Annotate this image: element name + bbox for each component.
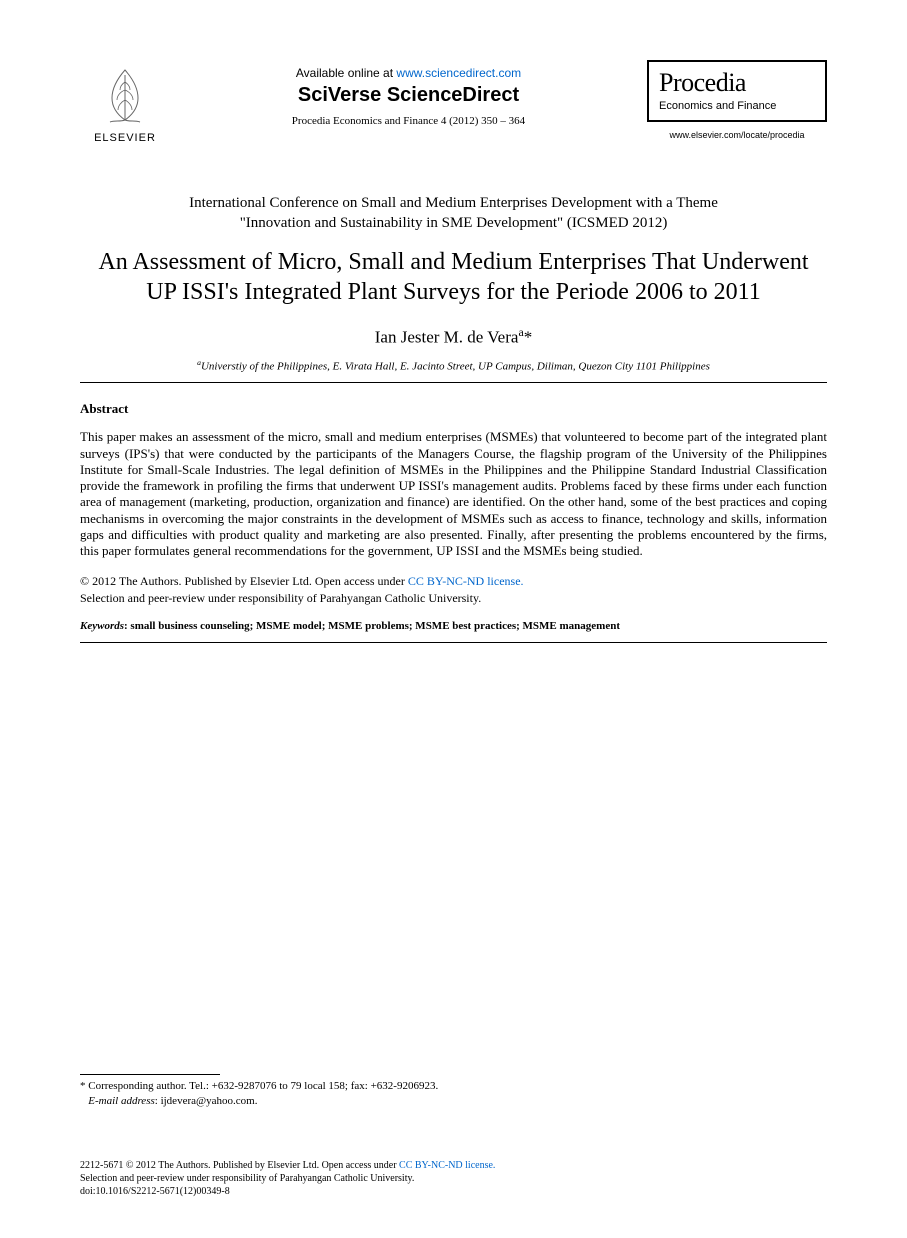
license-link[interactable]: CC BY-NC-ND license.	[408, 574, 524, 588]
page-footer: 2212-5671 © 2012 The Authors. Published …	[80, 1159, 827, 1198]
procedia-title: Procedia	[659, 68, 815, 98]
procedia-subtitle: Economics and Finance	[659, 100, 815, 112]
center-header: Available online at www.sciencedirect.co…	[170, 60, 647, 127]
procedia-box: Procedia Economics and Finance	[647, 60, 827, 122]
procedia-block: Procedia Economics and Finance www.elsev…	[647, 60, 827, 140]
affiliation-line: aUniverstiy of the Philippines, E. Virat…	[80, 358, 827, 373]
elsevier-label: ELSEVIER	[94, 132, 156, 144]
rule-above-abstract	[80, 382, 827, 383]
author-line: Ian Jester M. de Veraa*	[80, 325, 827, 348]
sciencedirect-url-link[interactable]: www.sciencedirect.com	[396, 66, 521, 80]
footer-license-link[interactable]: CC BY-NC-ND license.	[399, 1160, 495, 1171]
sciverse-text: SciVerse	[298, 84, 387, 106]
copyright-block: © 2012 The Authors. Published by Elsevie…	[80, 573, 827, 605]
sciverse-sciencedirect-logo: SciVerse ScienceDirect	[180, 84, 637, 107]
footnote-separator	[80, 1074, 220, 1075]
email-label: E-mail address	[88, 1095, 155, 1107]
paper-title: An Assessment of Micro, Small and Medium…	[80, 247, 827, 307]
email-value: : ijdevera@yahoo.com.	[155, 1095, 258, 1107]
author-corr-asterisk: *	[524, 328, 533, 347]
copyright-line2: Selection and peer-review under responsi…	[80, 590, 827, 606]
elsevier-logo-block: ELSEVIER	[80, 60, 170, 144]
copyright-prefix: © 2012 The Authors. Published by Elsevie…	[80, 574, 315, 588]
footer-open-access: Open access under	[322, 1160, 399, 1171]
keywords-label: Keywords	[80, 620, 124, 632]
conference-line1: International Conference on Small and Me…	[80, 194, 827, 214]
conference-line2: "Innovation and Sustainability in SME De…	[80, 214, 827, 234]
rule-below-keywords	[80, 642, 827, 643]
open-access-text: Open access under	[315, 574, 408, 588]
sciencedirect-text: ScienceDirect	[387, 84, 519, 106]
available-prefix: Available online at	[296, 66, 397, 80]
corr-author-line: * Corresponding author. Tel.: +632-92870…	[80, 1079, 827, 1093]
abstract-body: This paper makes an assessment of the mi…	[80, 429, 827, 559]
footer-issn-prefix: 2212-5671 © 2012 The Authors. Published …	[80, 1160, 322, 1171]
elsevier-tree-icon	[90, 60, 160, 130]
header-row: ELSEVIER Available online at www.science…	[80, 60, 827, 144]
abstract-heading: Abstract	[80, 401, 827, 417]
author-name: Ian Jester M. de Vera	[375, 328, 519, 347]
citation-line: Procedia Economics and Finance 4 (2012) …	[180, 115, 637, 127]
conference-name: International Conference on Small and Me…	[80, 194, 827, 233]
corresponding-author-footnote: * Corresponding author. Tel.: +632-92870…	[80, 1074, 827, 1108]
footer-doi: doi:10.1016/S2212-5671(12)00349-8	[80, 1185, 827, 1198]
keywords-body: : small business counseling; MSME model;…	[124, 620, 620, 632]
affiliation-text: Universtiy of the Philippines, E. Virata…	[201, 360, 710, 372]
copyright-line1: © 2012 The Authors. Published by Elsevie…	[80, 573, 827, 589]
footer-peer-review: Selection and peer-review under responsi…	[80, 1172, 827, 1185]
procedia-locate-url: www.elsevier.com/locate/procedia	[647, 130, 827, 140]
available-online-line: Available online at www.sciencedirect.co…	[180, 66, 637, 80]
corr-email-line: E-mail address: ijdevera@yahoo.com.	[80, 1094, 827, 1108]
keywords-block: Keywords: small business counseling; MSM…	[80, 620, 827, 632]
footer-issn-line: 2212-5671 © 2012 The Authors. Published …	[80, 1159, 827, 1172]
